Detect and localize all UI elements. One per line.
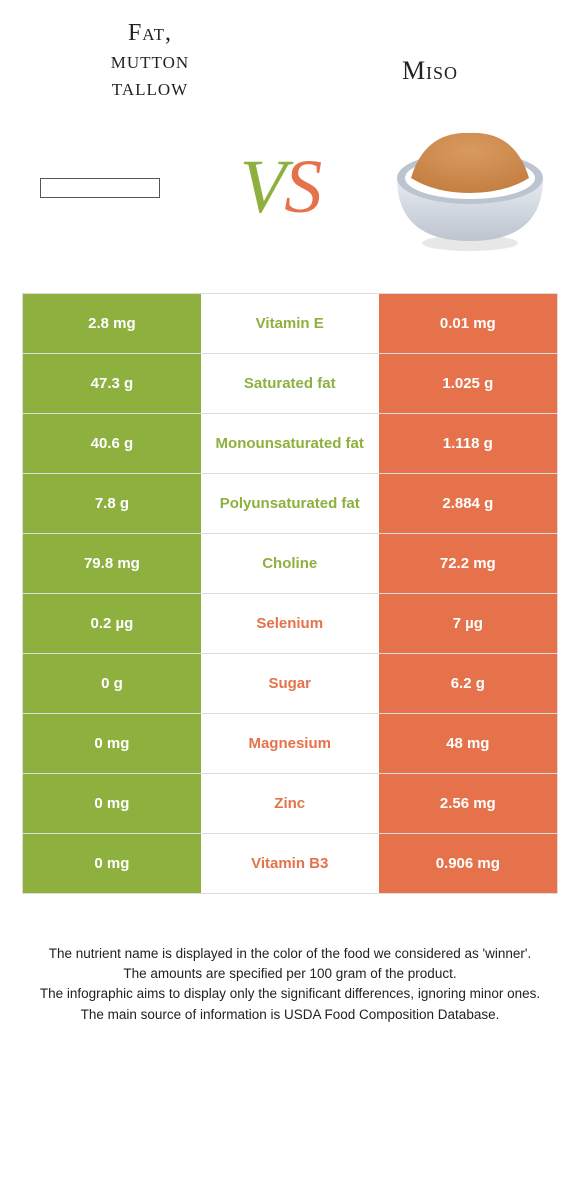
table-row: 0 mgMagnesium48 mg xyxy=(23,714,557,774)
cell-left-value: 0 mg xyxy=(23,774,201,833)
miso-bowl-icon xyxy=(385,123,555,253)
footer-line-4: The main source of information is USDA F… xyxy=(36,1005,544,1025)
table-row: 0.2 µgSelenium7 µg xyxy=(23,594,557,654)
cell-nutrient-name: Zinc xyxy=(201,774,379,833)
cell-right-value: 7 µg xyxy=(379,594,557,653)
cell-nutrient-name: Monounsaturated fat xyxy=(201,414,379,473)
table-row: 40.6 gMonounsaturated fat1.118 g xyxy=(23,414,557,474)
title-left: Fat, mutton tallow xyxy=(50,20,250,103)
cell-right-value: 48 mg xyxy=(379,714,557,773)
cell-right-value: 0.906 mg xyxy=(379,834,557,893)
cell-nutrient-name: Saturated fat xyxy=(201,354,379,413)
cell-right-value: 2.56 mg xyxy=(379,774,557,833)
title-left-line3: tallow xyxy=(50,75,250,103)
placeholder-box-icon xyxy=(40,178,160,198)
nutrient-table: 2.8 mgVitamin E0.01 mg47.3 gSaturated fa… xyxy=(22,293,558,894)
title-right: Miso xyxy=(330,56,530,86)
cell-left-value: 79.8 mg xyxy=(23,534,201,593)
vs-label: VS xyxy=(240,144,320,231)
cell-left-value: 2.8 mg xyxy=(23,294,201,353)
footer-line-3: The infographic aims to display only the… xyxy=(36,984,544,1004)
footer-line-2: The amounts are specified per 100 gram o… xyxy=(36,964,544,984)
cell-right-value: 1.118 g xyxy=(379,414,557,473)
table-row: 2.8 mgVitamin E0.01 mg xyxy=(23,294,557,354)
cell-left-value: 0 mg xyxy=(23,834,201,893)
table-row: 0 gSugar6.2 g xyxy=(23,654,557,714)
vs-letter-v: V xyxy=(240,144,284,231)
cell-right-value: 1.025 g xyxy=(379,354,557,413)
table-row: 7.8 gPolyunsaturated fat2.884 g xyxy=(23,474,557,534)
cell-nutrient-name: Magnesium xyxy=(201,714,379,773)
cell-right-value: 6.2 g xyxy=(379,654,557,713)
cell-nutrient-name: Vitamin E xyxy=(201,294,379,353)
cell-nutrient-name: Sugar xyxy=(201,654,379,713)
vs-letter-s: S xyxy=(284,144,320,231)
left-image-slot xyxy=(20,178,180,198)
table-row: 79.8 mgCholine72.2 mg xyxy=(23,534,557,594)
title-left-line1: Fat, xyxy=(50,20,250,48)
cell-left-value: 47.3 g xyxy=(23,354,201,413)
footer-line-1: The nutrient name is displayed in the co… xyxy=(36,944,544,964)
cell-nutrient-name: Vitamin B3 xyxy=(201,834,379,893)
table-row: 47.3 gSaturated fat1.025 g xyxy=(23,354,557,414)
cell-left-value: 40.6 g xyxy=(23,414,201,473)
images-row: VS xyxy=(0,103,580,293)
right-image-slot xyxy=(380,123,560,253)
cell-left-value: 7.8 g xyxy=(23,474,201,533)
cell-left-value: 0 mg xyxy=(23,714,201,773)
cell-right-value: 0.01 mg xyxy=(379,294,557,353)
title-left-line2: mutton xyxy=(50,48,250,76)
table-row: 0 mgVitamin B30.906 mg xyxy=(23,834,557,894)
cell-left-value: 0.2 µg xyxy=(23,594,201,653)
footer: The nutrient name is displayed in the co… xyxy=(36,944,544,1025)
cell-nutrient-name: Polyunsaturated fat xyxy=(201,474,379,533)
cell-left-value: 0 g xyxy=(23,654,201,713)
table-row: 0 mgZinc2.56 mg xyxy=(23,774,557,834)
cell-right-value: 72.2 mg xyxy=(379,534,557,593)
cell-right-value: 2.884 g xyxy=(379,474,557,533)
header: Fat, mutton tallow Miso xyxy=(0,0,580,103)
cell-nutrient-name: Choline xyxy=(201,534,379,593)
cell-nutrient-name: Selenium xyxy=(201,594,379,653)
